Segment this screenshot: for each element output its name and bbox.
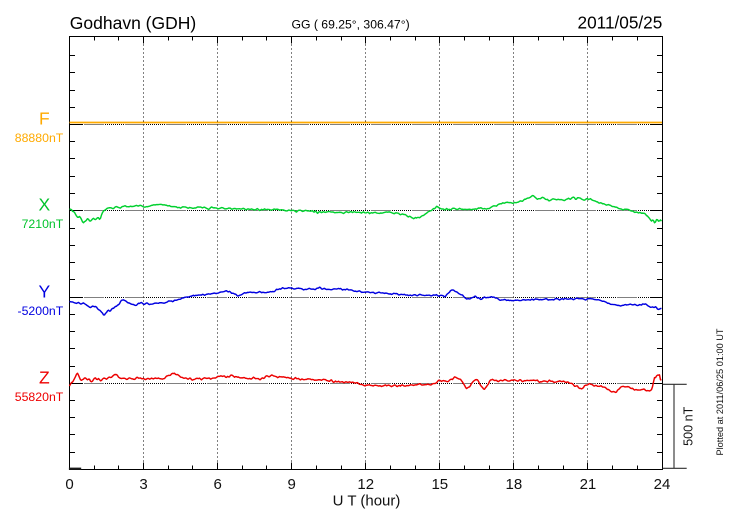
svg-text:GG ( 69.25°, 306.47°): GG ( 69.25°, 306.47°) — [292, 17, 410, 31]
svg-text:Y: Y — [38, 282, 50, 302]
svg-text:F: F — [39, 109, 50, 129]
svg-text:6: 6 — [213, 476, 221, 493]
svg-text:Plotted at 2011/06/25 01:00 UT: Plotted at 2011/06/25 01:00 UT — [715, 328, 725, 455]
svg-text:12: 12 — [357, 476, 374, 493]
svg-text:X: X — [38, 195, 50, 215]
svg-text:7210nT: 7210nT — [22, 217, 64, 231]
svg-text:Godhavn (GDH): Godhavn (GDH) — [70, 13, 196, 33]
svg-text:21: 21 — [580, 476, 597, 493]
svg-text:U T (hour): U T (hour) — [333, 493, 401, 510]
svg-text:24: 24 — [654, 476, 671, 493]
svg-text:88880nT: 88880nT — [15, 131, 64, 145]
svg-text:15: 15 — [431, 476, 448, 493]
svg-text:55820nT: 55820nT — [15, 390, 64, 404]
svg-text:18: 18 — [506, 476, 523, 493]
svg-text:500 nT: 500 nT — [682, 406, 696, 446]
svg-text:9: 9 — [288, 476, 296, 493]
svg-text:-5200nT: -5200nT — [17, 304, 63, 318]
svg-text:3: 3 — [139, 476, 147, 493]
svg-text:Z: Z — [39, 368, 50, 388]
svg-text:2011/05/25: 2011/05/25 — [578, 13, 663, 33]
svg-text:0: 0 — [65, 476, 73, 493]
